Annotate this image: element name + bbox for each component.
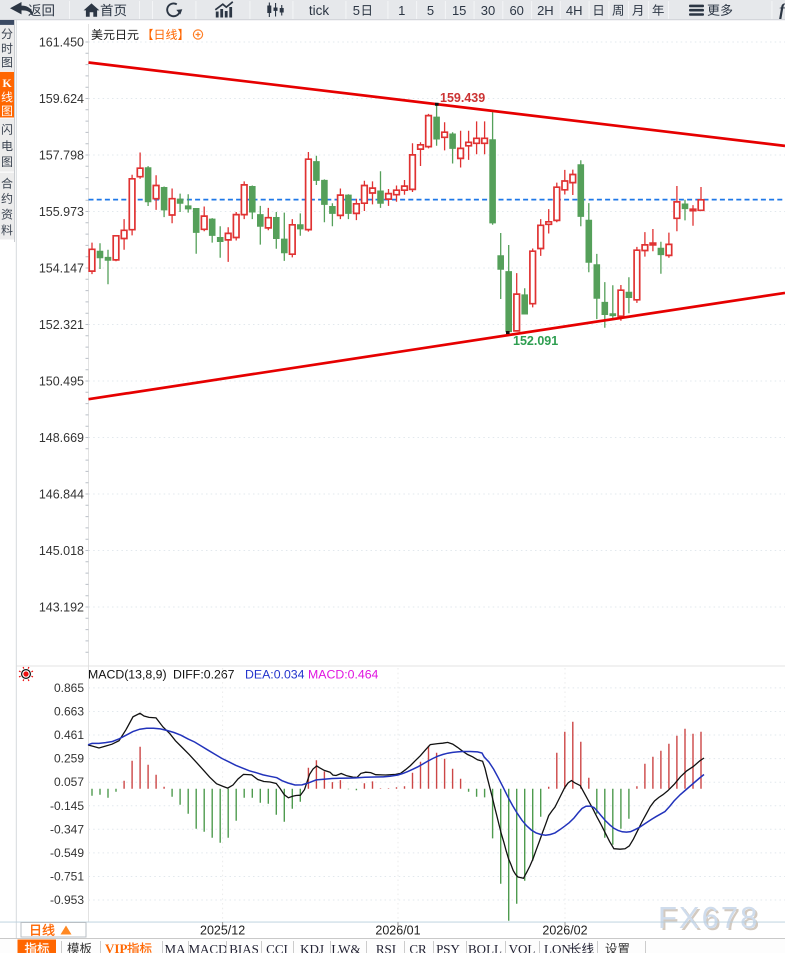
svg-text:KDJ: KDJ — [300, 941, 324, 953]
svg-text:BOLL: BOLL — [468, 941, 502, 953]
svg-text:MACD: MACD — [188, 941, 227, 953]
svg-text:FX678: FX678 — [658, 900, 759, 935]
svg-text:CCI: CCI — [266, 941, 288, 953]
svg-text:0.865: 0.865 — [54, 681, 84, 695]
svg-text:DEA:0.034: DEA:0.034 — [245, 668, 305, 682]
svg-text:154.147: 154.147 — [39, 261, 84, 275]
svg-text:VOL: VOL — [509, 941, 536, 953]
svg-text:2025/12: 2025/12 — [200, 924, 245, 938]
svg-text:CR: CR — [409, 941, 427, 953]
svg-text:161.450: 161.450 — [39, 35, 84, 49]
svg-text:0.057: 0.057 — [54, 775, 84, 789]
svg-text:0.461: 0.461 — [54, 728, 84, 742]
svg-text:152.321: 152.321 — [39, 318, 84, 332]
svg-text:155.973: 155.973 — [39, 205, 84, 219]
svg-text:LW&: LW& — [331, 941, 360, 953]
svg-text:150.495: 150.495 — [39, 374, 84, 388]
svg-text:-0.145: -0.145 — [50, 799, 84, 813]
svg-text:FX678: FX678 — [660, 902, 761, 937]
svg-text:MACD(13,8,9): MACD(13,8,9) — [88, 668, 167, 682]
svg-text:5: 5 — [353, 3, 360, 18]
svg-text:MACD:0.464: MACD:0.464 — [308, 668, 379, 682]
svg-text:-0.953: -0.953 — [50, 893, 84, 907]
svg-text:BIAS: BIAS — [229, 941, 259, 953]
svg-text:2026/02: 2026/02 — [542, 924, 587, 938]
svg-text:-0.347: -0.347 — [50, 822, 84, 836]
svg-text:152.091: 152.091 — [513, 334, 558, 348]
svg-text:157.798: 157.798 — [39, 148, 84, 162]
svg-text:f: f — [779, 1, 785, 20]
svg-text:159.624: 159.624 — [39, 92, 84, 106]
svg-text:146.844: 146.844 — [39, 487, 84, 501]
svg-text:tick: tick — [309, 3, 330, 18]
svg-text:0.663: 0.663 — [54, 705, 84, 719]
svg-text:-0.549: -0.549 — [50, 846, 84, 860]
svg-text:60: 60 — [509, 3, 523, 18]
svg-text:LON: LON — [544, 941, 571, 953]
svg-text:5: 5 — [427, 3, 434, 18]
svg-text:15: 15 — [452, 3, 466, 18]
svg-text:4H: 4H — [566, 3, 583, 18]
svg-text:2026/01: 2026/01 — [375, 924, 420, 938]
svg-text:2H: 2H — [537, 3, 554, 18]
svg-text:148.669: 148.669 — [39, 431, 84, 445]
svg-text:MA: MA — [165, 941, 187, 953]
svg-text:143.192: 143.192 — [39, 600, 84, 614]
svg-text:PSY: PSY — [436, 941, 460, 953]
svg-text:0.259: 0.259 — [54, 752, 84, 766]
svg-text:145.018: 145.018 — [39, 544, 84, 558]
svg-text:30: 30 — [481, 3, 495, 18]
svg-text:K: K — [2, 76, 12, 90]
svg-text:DIFF:0.267: DIFF:0.267 — [173, 668, 235, 682]
svg-text:RSI: RSI — [376, 941, 396, 953]
svg-text:1: 1 — [398, 3, 405, 18]
svg-text:VIP: VIP — [105, 941, 127, 953]
svg-text:-0.751: -0.751 — [50, 870, 84, 884]
svg-text:159.439: 159.439 — [440, 91, 485, 105]
